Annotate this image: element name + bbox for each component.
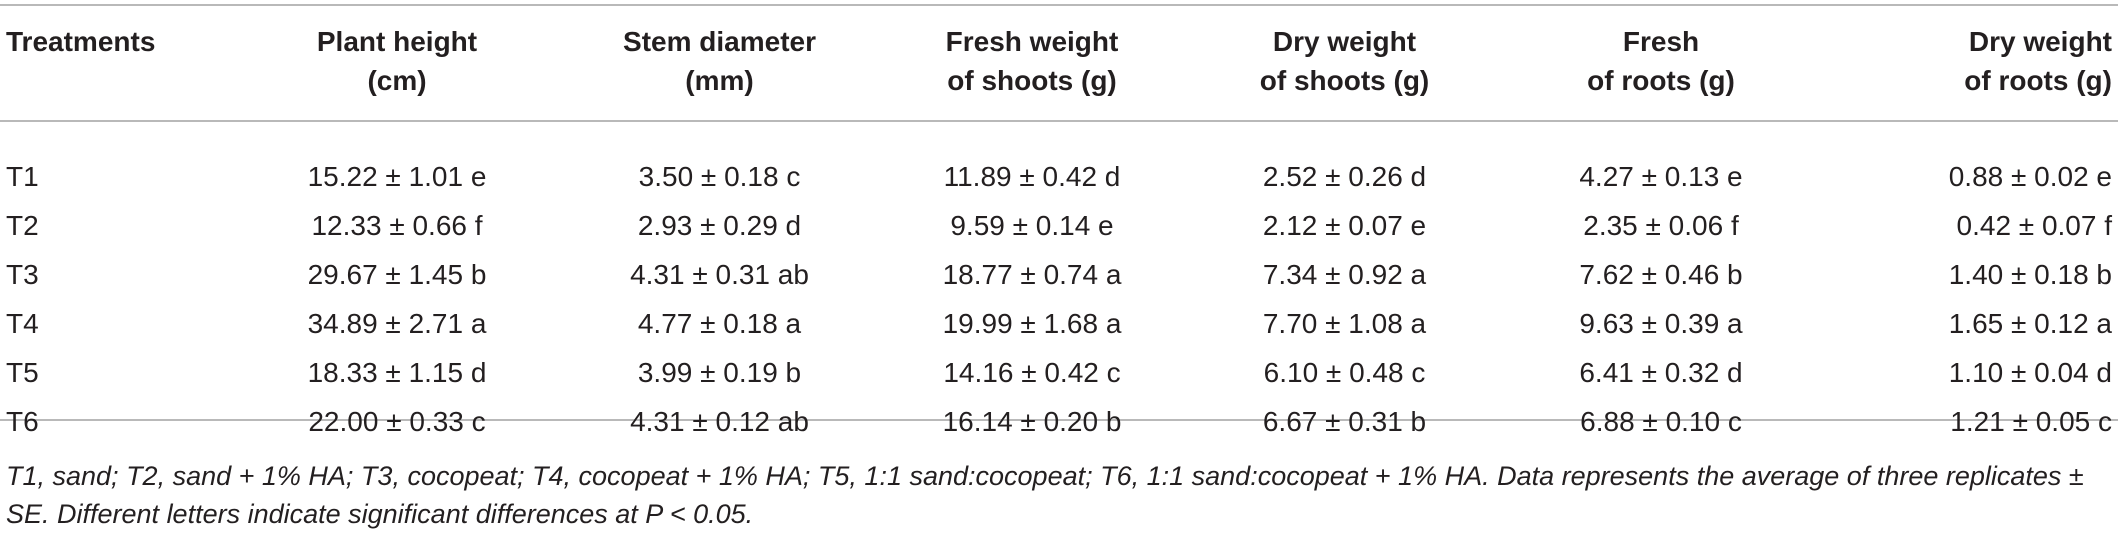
table-cell: 0.88 ± 0.02 e [1948,160,2112,192]
header-cell: Plant height (cm) [316,26,478,96]
results-table: Treatments Plant height (cm) Stem diamet… [0,4,2118,446]
table-cell: 11.89 ± 0.42 d [943,160,1121,192]
table-cell: 7.34 ± 0.92 a [1262,258,1427,290]
table-cell: 2.35 ± 0.06 f [1583,209,1739,241]
table-body: T1 15.22 ± 1.01 e 3.50 ± 0.18 c 11.89 ± … [0,138,2118,446]
header-cell: Stem diameter (mm) [623,26,816,96]
table-cell: 3.50 ± 0.18 c [638,160,801,192]
table-cell: T4 [6,307,39,339]
header-row: Treatments Plant height (cm) Stem diamet… [0,4,2118,138]
header-cell: Fresh of roots (g) [1587,26,1735,96]
table-cell: T6 [6,405,39,437]
table-cell: 15.22 ± 1.01 e [307,160,487,192]
table-cell: 4.77 ± 0.18 a [637,307,802,339]
table-cell: 6.41 ± 0.32 d [1579,356,1743,388]
table-bottom-rule [0,419,2118,421]
table-row: T3 29.67 ± 1.45 b 4.31 ± 0.31 ab 18.77 ±… [0,250,2118,299]
table-cell: T1 [6,160,39,192]
header-cell: Dry weight of roots (g) [1964,26,2112,96]
table-cell: 12.33 ± 0.66 f [311,209,483,241]
table-cell: 7.70 ± 1.08 a [1262,307,1427,339]
header-cell: Dry weight of shoots (g) [1259,26,1430,96]
table-cell: 2.52 ± 0.26 d [1262,160,1427,192]
table-cell: 22.00 ± 0.33 c [308,405,486,437]
table-cell: 6.88 ± 0.10 c [1580,405,1742,437]
table-cell: 16.14 ± 0.20 b [942,405,1122,437]
table-row: T1 15.22 ± 1.01 e 3.50 ± 0.18 c 11.89 ± … [0,138,2118,201]
table-row: T5 18.33 ± 1.15 d 3.99 ± 0.19 b 14.16 ± … [0,348,2118,397]
header-cell: Treatments [6,26,156,57]
table-row: T2 12.33 ± 0.66 f 2.93 ± 0.29 d 9.59 ± 0… [0,201,2118,250]
table-cell: 3.99 ± 0.19 b [637,356,802,388]
table-cell: 9.59 ± 0.14 e [950,209,1114,241]
table-cell: 4.31 ± 0.31 ab [630,258,809,290]
table-top-rule [0,4,2118,6]
table-cell: 7.62 ± 0.46 b [1579,258,1743,290]
table-cell: 2.93 ± 0.29 d [637,209,802,241]
table-cell: T3 [6,258,39,290]
table-cell: 1.21 ± 0.05 c [1950,405,2112,437]
table-cell: 19.99 ± 1.68 a [942,307,1122,339]
table-cell: 0.42 ± 0.07 f [1956,209,2112,241]
table-cell: 1.40 ± 0.18 b [1948,258,2112,290]
table-cell: 29.67 ± 1.45 b [307,258,487,290]
table-cell: 9.63 ± 0.39 a [1579,307,1743,339]
table-cell: T5 [6,356,39,388]
table-row: T4 34.89 ± 2.71 a 4.77 ± 0.18 a 19.99 ± … [0,299,2118,348]
header-cell: Fresh weight of shoots (g) [945,26,1119,96]
table-cell: 1.65 ± 0.12 a [1948,307,2112,339]
table-cell: 34.89 ± 2.71 a [307,307,487,339]
table-header: Treatments Plant height (cm) Stem diamet… [0,4,2118,138]
table-cell: 4.31 ± 0.12 ab [630,405,809,437]
table-cell: T2 [6,209,39,241]
table-cell: 6.67 ± 0.31 b [1262,405,1427,437]
table-footnote: T1, sand; T2, sand + 1% HA; T3, cocopeat… [6,461,2084,529]
table-cell: 18.77 ± 0.74 a [942,258,1122,290]
table-cell: 18.33 ± 1.15 d [307,356,487,388]
table-cell: 1.10 ± 0.04 d [1948,356,2112,388]
table-cell: 2.12 ± 0.07 e [1262,209,1427,241]
table-cell: 4.27 ± 0.13 e [1579,160,1743,192]
table-cell: 14.16 ± 0.42 c [943,356,1121,388]
table-header-rule [0,120,2118,122]
table-cell: 6.10 ± 0.48 c [1263,356,1426,388]
table-row: T6 22.00 ± 0.33 c 4.31 ± 0.12 ab 16.14 ±… [0,397,2118,446]
